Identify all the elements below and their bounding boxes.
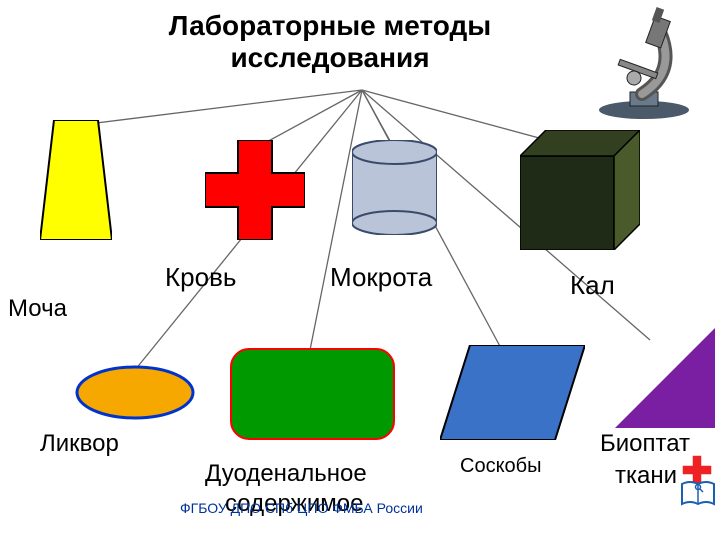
label-blood: Кровь [165,262,236,293]
label-biopsy2: ткани [615,462,677,490]
shape-trapezoid [40,120,112,245]
footer-text: ФГБОУ ДПО СПб ЦПО ФМБА России [180,500,423,516]
shape-cross [205,140,305,245]
line-0 [80,90,362,125]
shape-cube [520,130,640,255]
shape-ellipse [75,365,195,425]
shape-parallelogram [440,345,585,445]
shape-triangle [615,328,715,433]
shape-cylinder [352,140,437,240]
microscope-icon [582,2,702,127]
book-icon [680,480,716,506]
label-sputum: Мокрота [330,262,432,293]
label-feces: Кал [570,270,615,301]
label-duodenal1: Дуоденальное [205,460,367,488]
label-biopsy1: Биоптат [600,430,690,458]
label-scrap: Соскобы [460,455,542,478]
label-liquor: Ликвор [40,430,119,458]
label-urine: Моча [8,295,67,323]
shape-roundrect [230,348,395,445]
footer-label: ФГБОУ ДПО СПб ЦПО ФМБА России [180,500,423,516]
